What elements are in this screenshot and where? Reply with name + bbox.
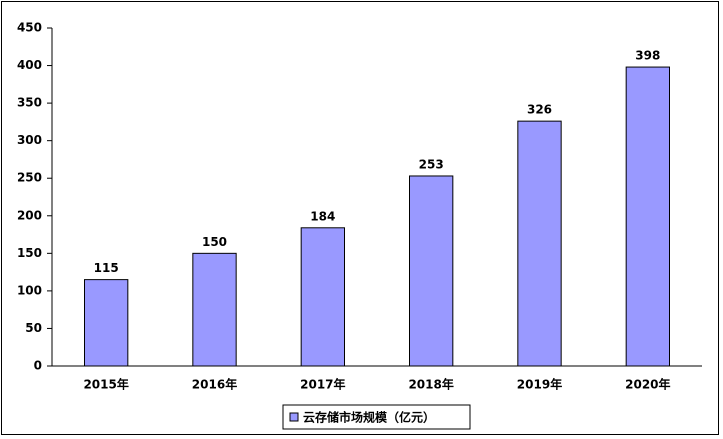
y-tick-label: 250 — [17, 171, 42, 185]
x-tick-label: 2020年 — [625, 377, 670, 392]
y-tick-label: 150 — [17, 246, 42, 260]
x-tick-label: 2017年 — [300, 377, 345, 392]
y-tick-label: 200 — [17, 208, 42, 222]
data-label: 150 — [202, 235, 227, 249]
data-label: 253 — [419, 157, 444, 171]
bar — [192, 252, 237, 367]
y-tick-label: 350 — [17, 96, 42, 110]
legend-swatch — [289, 412, 299, 422]
data-label: 398 — [635, 49, 660, 63]
x-tick-label: 2019年 — [517, 377, 562, 392]
bar — [300, 227, 345, 367]
bar — [84, 279, 129, 367]
legend-label: 云存储市场规模（亿元） — [303, 410, 435, 425]
legend-box — [282, 404, 471, 430]
y-tick-label: 50 — [25, 321, 42, 335]
bar — [517, 120, 562, 367]
y-tick-label: 0 — [34, 359, 42, 373]
bar — [409, 175, 454, 367]
x-tick-label: 2018年 — [408, 377, 453, 392]
x-tick-label: 2015年 — [83, 377, 128, 392]
data-label: 115 — [94, 261, 119, 275]
x-tick-label: 2016年 — [192, 377, 237, 392]
y-tick-label: 300 — [17, 133, 42, 147]
data-label: 326 — [527, 103, 552, 117]
data-label: 184 — [310, 209, 335, 223]
y-tick-label: 400 — [17, 58, 42, 72]
y-tick-label: 100 — [17, 283, 42, 297]
bar — [625, 66, 671, 367]
y-tick-label: 450 — [17, 21, 42, 35]
